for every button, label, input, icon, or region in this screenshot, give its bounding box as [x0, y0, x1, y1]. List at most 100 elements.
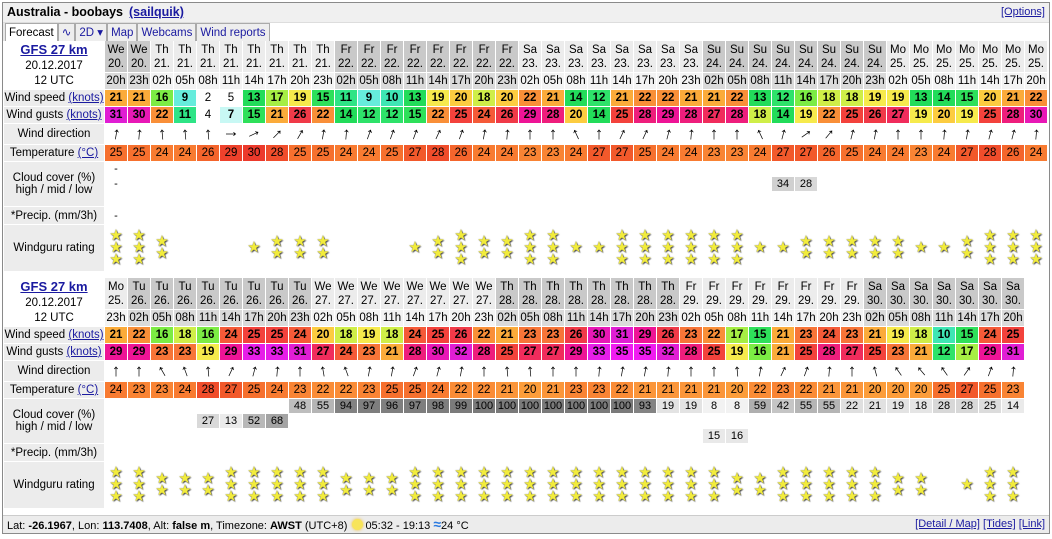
day-date: 20.	[108, 57, 124, 70]
hour-header: 14h	[220, 310, 242, 326]
wind-speed-cell: 19	[289, 90, 311, 106]
temperature-label: Temperature (°C)	[4, 382, 104, 398]
tab-wind-reports[interactable]: Wind reports	[196, 23, 270, 41]
cloud-cell	[680, 429, 702, 443]
day-date: 22.	[338, 57, 354, 70]
day-name: Th	[293, 43, 307, 56]
user-link[interactable]: (sailquik)	[129, 5, 184, 19]
celsius-unit-link[interactable]: (°C)	[77, 147, 99, 159]
day-name: Sa	[683, 43, 699, 56]
cloud-cell	[473, 192, 495, 206]
knots-unit-link[interactable]: (knots)	[66, 109, 102, 121]
hour-header: 11h	[956, 73, 978, 89]
day-date: 26.	[131, 294, 147, 307]
wind-direction-cell: ↑	[979, 124, 1001, 144]
tab-2d-dropdown[interactable]: 2D ▾	[75, 23, 108, 41]
wind-arrow-icon: ↑	[823, 361, 835, 381]
wind-direction-cell: ↑	[933, 124, 955, 144]
wind-gusts-cell: 23	[358, 344, 380, 360]
star-icon: ★	[891, 470, 905, 487]
star-icon: ★	[408, 488, 422, 505]
cloud-cell	[979, 414, 1001, 428]
detail-map-link[interactable]: [Detail / Map]	[915, 518, 980, 530]
model-link[interactable]: GFS 27 km	[20, 278, 88, 294]
wind-speed-cell: 19	[887, 327, 909, 343]
hour-header: 14h	[979, 73, 1001, 89]
link-link[interactable]: [Link]	[1018, 518, 1045, 530]
graph-icon: ∿	[61, 27, 72, 39]
wind-gusts-cell: 12	[381, 107, 403, 123]
rating-cell: ★ ★ ★	[611, 225, 633, 271]
rating-cell: ★ ★ ★	[1025, 225, 1047, 271]
options-link[interactable]: [Options]	[1000, 6, 1045, 18]
wind-direction-cell: ↑	[841, 124, 863, 144]
wind-direction-cell: ↑	[749, 124, 771, 144]
sun-icon	[352, 519, 364, 530]
cloud-cell	[197, 429, 219, 443]
tides-link[interactable]: [Tides]	[983, 518, 1016, 530]
wind-gusts-row: Wind gusts (knots) 29 29 23 23 19 29 33 33 31 27 24…	[4, 344, 1024, 360]
celsius-unit-link[interactable]: (°C)	[77, 384, 99, 396]
precip-cell	[1002, 444, 1024, 461]
rating-cell: ★	[565, 225, 587, 271]
cloud-cell	[381, 162, 403, 176]
hour-header: 08h	[933, 73, 955, 89]
wind-arrow-icon: ↑	[386, 361, 398, 381]
wind-speed-cell: 15	[956, 327, 978, 343]
cloud-cell	[841, 177, 863, 191]
tab-map[interactable]: Map	[107, 23, 138, 41]
hour-header: 23h	[841, 310, 863, 326]
knots-unit-link[interactable]: (knots)	[68, 329, 104, 341]
day-date: 29.	[775, 294, 791, 307]
hour-header: 14h	[404, 310, 426, 326]
wind-gusts-cell: 25	[979, 107, 1001, 123]
temperature-cell: 24	[933, 145, 955, 161]
precip-cell	[312, 207, 334, 224]
precip-cell	[634, 444, 656, 461]
day-name: Fr	[432, 43, 444, 56]
model-link[interactable]: GFS 27 km	[20, 41, 88, 57]
tab-webcams[interactable]: Webcams	[137, 23, 197, 41]
day-date: 29.	[821, 294, 837, 307]
day-date: 24.	[867, 57, 883, 70]
cloud-cell	[703, 414, 725, 428]
wind-direction-cell: ↑	[312, 124, 334, 144]
wind-arrow-icon: ↑	[110, 124, 122, 144]
cloud-cell	[1002, 192, 1024, 206]
wind-speed-cell: 24	[404, 327, 426, 343]
rating-cell: ★ ★	[956, 225, 978, 271]
wind-direction-cell: ↑	[979, 361, 1001, 381]
star-icon: ★	[339, 470, 353, 487]
cloud-cell	[749, 192, 771, 206]
wind-direction-cell: ↑	[496, 361, 518, 381]
wind-arrow-icon: ↑	[548, 124, 558, 143]
wind-direction-row: Wind direction ↑ ↑ ↑ ↑ ↑ ↑ ↑ ↑ ↑ ↑ ↑ ↑ ↑ ↑ ↑ ↑ ↑ ↑ ↑ ↑ ↑ ↑ ↑ ↑ ↑ ↑…	[4, 361, 1024, 381]
rating-cell: ★ ★	[335, 462, 357, 508]
cloud-cell	[519, 414, 541, 428]
day-date: 30.	[936, 294, 952, 307]
wind-direction-label: Wind direction	[4, 361, 104, 381]
knots-unit-link[interactable]: (knots)	[66, 346, 102, 358]
star-icon: ★	[661, 476, 675, 493]
hour-header: 08h	[749, 73, 771, 89]
day-name: Mo	[959, 43, 975, 56]
cloud-cell	[887, 192, 909, 206]
wind-gusts-cell: 25	[611, 107, 633, 123]
forecast-table: GFS 27 km 20.12.2017 12 UTC Mo 25. Tu 26. Tu 26.…	[3, 277, 1025, 509]
knots-unit-link[interactable]: (knots)	[68, 92, 104, 104]
wind-gusts-cell: 27	[519, 344, 541, 360]
precip-cell	[933, 444, 955, 461]
tab-forecast[interactable]: Forecast	[5, 23, 58, 41]
wind-arrow-icon: ↑	[754, 361, 766, 381]
precip-cell	[427, 207, 449, 224]
star-icon: ★	[615, 227, 629, 244]
wind-arrow-icon: ↑	[709, 361, 719, 380]
hour-header: 17h	[795, 310, 817, 326]
day-header: Th 21.	[243, 41, 265, 72]
day-date: 22.	[430, 57, 446, 70]
star-icon: ★	[316, 245, 330, 262]
day-date: 29.	[844, 294, 860, 307]
temperature-cell: 25	[933, 382, 955, 398]
rating-cell: ★ ★	[818, 225, 840, 271]
tab-graph[interactable]: ∿	[57, 23, 76, 41]
